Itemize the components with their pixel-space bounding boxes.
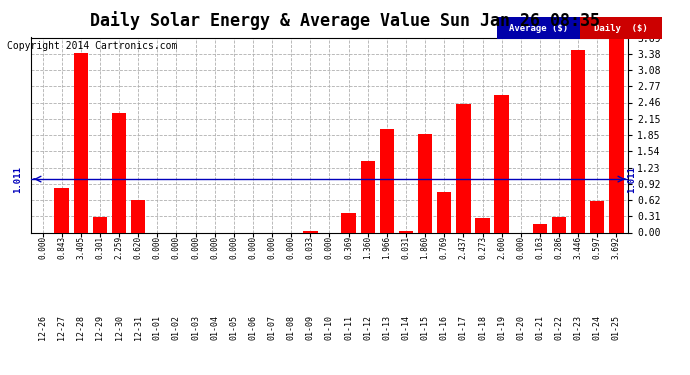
Text: Daily Solar Energy & Average Value Sun Jan 26 08:35: Daily Solar Energy & Average Value Sun J… (90, 11, 600, 30)
Bar (342, 213, 356, 232)
Text: 0.286: 0.286 (555, 236, 564, 260)
Text: 0.000: 0.000 (325, 236, 334, 260)
Text: 01-23: 01-23 (573, 315, 582, 340)
Text: 01-15: 01-15 (421, 315, 430, 340)
Text: 3.446: 3.446 (573, 236, 582, 260)
Bar (361, 160, 375, 232)
Text: 0.163: 0.163 (535, 236, 544, 260)
Bar (131, 200, 146, 232)
Bar (475, 218, 490, 232)
Text: 2.259: 2.259 (115, 236, 124, 260)
Text: 2.437: 2.437 (459, 236, 468, 260)
Text: 01-14: 01-14 (402, 315, 411, 340)
Text: 0.369: 0.369 (344, 236, 353, 260)
Text: 01-04: 01-04 (210, 315, 219, 340)
Text: Daily  ($): Daily ($) (594, 24, 648, 33)
Text: 0.000: 0.000 (229, 236, 238, 260)
Text: 01-19: 01-19 (497, 315, 506, 340)
Text: 12-27: 12-27 (57, 315, 66, 340)
Bar (74, 53, 88, 232)
Text: 01-03: 01-03 (191, 315, 200, 340)
Text: 01-09: 01-09 (306, 315, 315, 340)
Text: 01-05: 01-05 (229, 315, 238, 340)
Text: 01-20: 01-20 (516, 315, 525, 340)
Bar (495, 95, 509, 232)
Text: 01-02: 01-02 (172, 315, 181, 340)
Text: 01-07: 01-07 (268, 315, 277, 340)
Bar (303, 231, 317, 232)
Text: 1.860: 1.860 (421, 236, 430, 260)
Text: 01-22: 01-22 (555, 315, 564, 340)
Text: 0.000: 0.000 (152, 236, 162, 260)
Text: 01-01: 01-01 (152, 315, 162, 340)
Text: 0.000: 0.000 (191, 236, 200, 260)
Text: 01-24: 01-24 (593, 315, 602, 340)
Bar (112, 113, 126, 232)
Text: 01-13: 01-13 (382, 315, 391, 340)
Bar (92, 217, 107, 232)
Bar (552, 217, 566, 232)
Bar (399, 231, 413, 232)
Text: 01-16: 01-16 (440, 315, 449, 340)
Text: 01-25: 01-25 (612, 315, 621, 340)
Text: Copyright 2014 Cartronics.com: Copyright 2014 Cartronics.com (7, 41, 177, 51)
Text: 2.600: 2.600 (497, 236, 506, 260)
Text: 0.769: 0.769 (440, 236, 449, 260)
Text: 0.000: 0.000 (287, 236, 296, 260)
Text: 01-08: 01-08 (287, 315, 296, 340)
Text: 0.597: 0.597 (593, 236, 602, 260)
Text: 12-30: 12-30 (115, 315, 124, 340)
Bar (533, 224, 547, 232)
Text: 01-06: 01-06 (248, 315, 257, 340)
Text: 01-11: 01-11 (344, 315, 353, 340)
Text: 12-31: 12-31 (134, 315, 143, 340)
Text: 01-10: 01-10 (325, 315, 334, 340)
Text: 1.011: 1.011 (627, 166, 636, 192)
Text: 0.273: 0.273 (478, 236, 487, 260)
Text: 12-29: 12-29 (95, 315, 104, 340)
Bar (456, 104, 471, 232)
Text: 0.620: 0.620 (134, 236, 143, 260)
Text: 1.966: 1.966 (382, 236, 391, 260)
Text: 0.000: 0.000 (516, 236, 525, 260)
Bar (571, 50, 585, 232)
Text: 12-28: 12-28 (77, 315, 86, 340)
Bar (418, 134, 433, 232)
Text: 3.405: 3.405 (77, 236, 86, 260)
Bar (55, 188, 69, 232)
Text: 01-17: 01-17 (459, 315, 468, 340)
Bar (380, 129, 394, 232)
Text: 0.000: 0.000 (248, 236, 257, 260)
Text: Average ($): Average ($) (509, 24, 568, 33)
Text: 0.000: 0.000 (38, 236, 47, 260)
Text: 12-26: 12-26 (38, 315, 47, 340)
Text: 0.031: 0.031 (402, 236, 411, 260)
Text: 1.360: 1.360 (363, 236, 372, 260)
Text: 0.033: 0.033 (306, 236, 315, 260)
Text: 1.011: 1.011 (13, 166, 23, 192)
Text: 01-12: 01-12 (363, 315, 372, 340)
Text: 0.843: 0.843 (57, 236, 66, 260)
Text: 01-18: 01-18 (478, 315, 487, 340)
Bar (590, 201, 604, 232)
Bar (609, 38, 624, 232)
Bar (437, 192, 451, 232)
Text: 0.301: 0.301 (95, 236, 104, 260)
Text: 0.000: 0.000 (172, 236, 181, 260)
Text: 01-21: 01-21 (535, 315, 544, 340)
Text: 3.692: 3.692 (612, 236, 621, 260)
Text: 0.000: 0.000 (268, 236, 277, 260)
Text: 0.000: 0.000 (210, 236, 219, 260)
